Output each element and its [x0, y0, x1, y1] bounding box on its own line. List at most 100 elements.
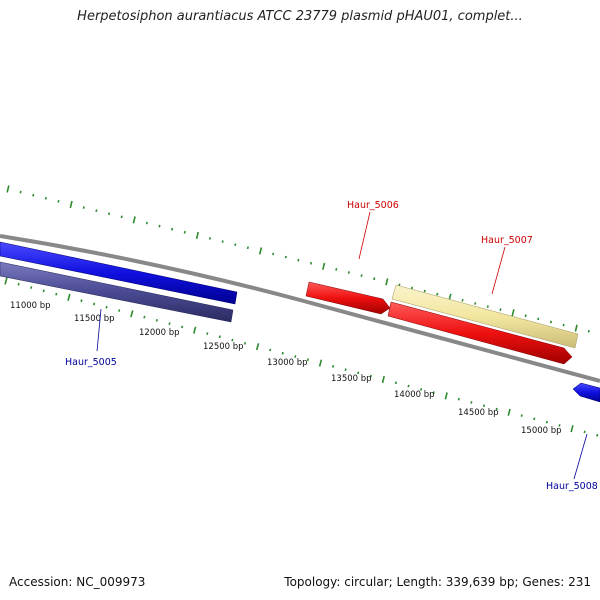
minor-tick: [306, 358, 309, 362]
ruler-label: 13000 bp: [267, 358, 308, 368]
minor-tick: [181, 325, 184, 329]
minor-tick: [82, 206, 85, 209]
major-tick: [570, 425, 574, 433]
minor-tick: [284, 255, 287, 259]
minor-tick: [499, 308, 502, 311]
minor-tick: [231, 338, 234, 342]
minor-tick: [19, 190, 22, 194]
minor-tick: [347, 271, 350, 274]
major-tick: [195, 231, 199, 239]
minor-tick: [583, 430, 586, 434]
inner-tick-ring: [4, 277, 599, 437]
major-tick: [258, 247, 263, 255]
minor-tick: [168, 322, 171, 326]
minor-tick: [587, 329, 590, 333]
minor-tick: [234, 243, 237, 247]
gene-haur-5007-upper[interactable]: [391, 284, 579, 349]
minor-tick: [310, 261, 313, 265]
minor-tick: [158, 224, 161, 228]
minor-tick: [432, 391, 435, 394]
minor-tick: [118, 309, 121, 312]
backbone: [0, 234, 600, 383]
minor-tick: [92, 302, 96, 306]
ruler-label: 12000 bp: [139, 328, 180, 338]
svg-text:Haur_5008: Haur_5008: [546, 481, 598, 492]
ruler-label: 12500 bp: [203, 342, 244, 352]
minor-tick: [107, 212, 111, 216]
minor-tick: [457, 397, 460, 401]
minor-tick: [120, 215, 123, 219]
minor-tick: [206, 332, 209, 335]
major-tick: [381, 375, 385, 384]
minor-tick: [272, 252, 275, 256]
minor-tick: [269, 348, 272, 352]
svg-text:Haur_5005: Haur_5005: [65, 357, 117, 368]
minor-tick: [520, 414, 523, 417]
minor-tick: [17, 282, 20, 286]
minor-tick: [357, 371, 360, 375]
minor-tick: [221, 240, 224, 243]
svg-text:Haur_5007: Haur_5007: [481, 235, 533, 246]
minor-tick: [420, 387, 423, 391]
minor-tick: [461, 299, 464, 302]
major-tick: [444, 392, 448, 400]
minor-tick: [331, 364, 335, 368]
minor-tick: [423, 289, 426, 293]
major-tick: [6, 185, 10, 193]
major-tick: [4, 277, 8, 285]
gene-haur-5006[interactable]: [305, 281, 391, 315]
major-tick: [67, 293, 71, 302]
minor-tick: [360, 274, 363, 277]
major-tick: [574, 324, 578, 332]
minor-tick: [524, 314, 527, 318]
gene-haur-5007-lower[interactable]: [387, 301, 573, 365]
page-title: Herpetosiphon aurantiacus ATCC 23779 pla…: [77, 9, 523, 24]
minor-tick: [335, 268, 338, 271]
major-tick: [193, 326, 197, 334]
minor-tick: [344, 368, 347, 372]
gene-label-haur-5006[interactable]: Haur_5006: [347, 200, 399, 260]
ruler-labels: 11000 bp 11500 bp 12000 bp 12500 bp 1300…: [10, 301, 562, 436]
major-tick: [318, 359, 323, 367]
minor-tick: [30, 286, 33, 289]
minor-tick: [562, 323, 565, 327]
major-tick: [255, 343, 260, 351]
ruler-label: 14500 bp: [458, 408, 499, 418]
gene-label-haur-5008[interactable]: Haur_5008: [546, 433, 598, 492]
major-tick: [511, 309, 515, 317]
gene-haur-5008[interactable]: [572, 382, 600, 403]
minor-tick: [369, 374, 372, 378]
minor-tick: [183, 230, 186, 234]
ruler-label: 11500 bp: [74, 314, 115, 324]
minor-tick: [95, 209, 98, 213]
minor-tick: [145, 221, 148, 225]
minor-tick: [105, 305, 108, 309]
gene-label-haur-5007[interactable]: Haur_5007: [481, 235, 533, 295]
minor-tick: [208, 237, 212, 240]
minor-tick: [42, 289, 45, 293]
gene-haur-5005[interactable]: [0, 261, 234, 323]
major-tick: [385, 278, 389, 286]
summary-text: Topology: circular; Length: 339,639 bp; …: [284, 575, 591, 589]
gene-haur-5004[interactable]: [0, 241, 238, 305]
minor-tick: [171, 227, 174, 231]
minor-tick: [297, 258, 300, 262]
minor-tick: [57, 199, 60, 203]
minor-tick: [155, 318, 158, 322]
minor-tick: [55, 292, 58, 296]
gene-label-haur-5005[interactable]: Haur_5005: [65, 308, 117, 368]
minor-tick: [482, 404, 486, 408]
svg-text:Haur_5006: Haur_5006: [347, 200, 399, 211]
minor-tick: [549, 320, 552, 324]
minor-tick: [596, 433, 599, 437]
minor-tick: [407, 384, 410, 388]
major-tick: [322, 262, 326, 270]
minor-tick: [495, 407, 498, 411]
minor-tick: [537, 317, 540, 321]
minor-tick: [436, 292, 439, 296]
minor-tick: [143, 315, 146, 319]
minor-tick: [394, 381, 397, 385]
major-tick: [132, 216, 136, 224]
major-tick: [507, 408, 511, 416]
